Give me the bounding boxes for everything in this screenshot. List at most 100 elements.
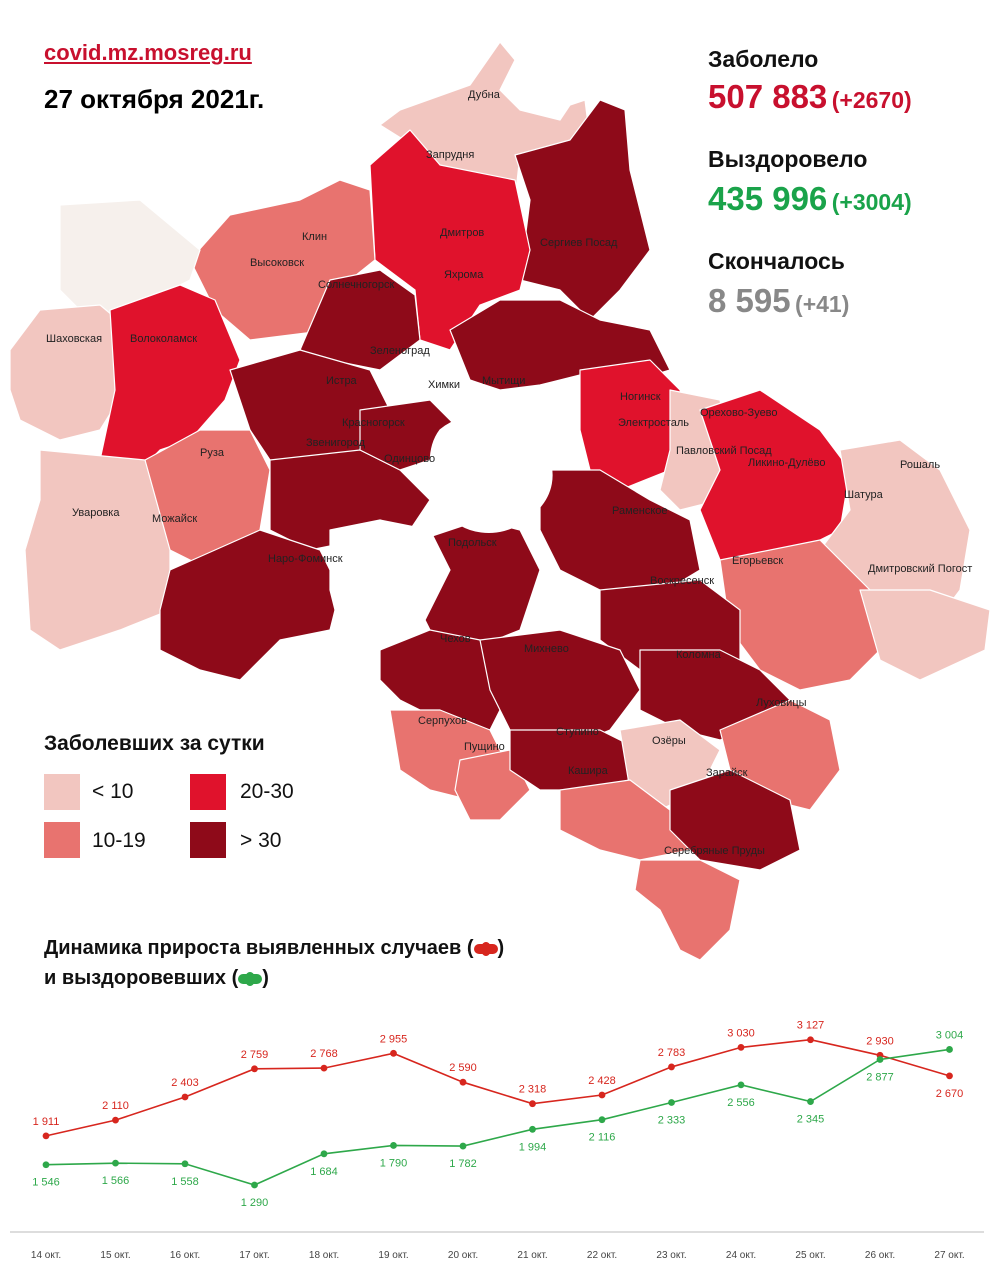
data-label: 2 345 <box>797 1114 825 1126</box>
data-label: 2 670 <box>936 1088 964 1100</box>
deaths-value: 8 595 <box>708 282 791 319</box>
place-label: Орехово-Зуево <box>700 407 778 419</box>
dynamics-title: Динамика прироста выявленных случаев () … <box>44 933 504 993</box>
data-point <box>42 1161 50 1169</box>
x-tick-label: 16 окт. <box>170 1250 200 1261</box>
data-point <box>668 1099 675 1106</box>
legend-swatch-20-30 <box>190 774 226 810</box>
place-label: Наро-Фоминск <box>268 553 343 565</box>
green-series-icon <box>238 971 263 986</box>
region-dmitrovsky-pogost <box>859 589 991 681</box>
data-point <box>668 1063 675 1071</box>
data-point <box>390 1049 397 1057</box>
recovered-series-line <box>45 1048 950 1186</box>
data-point <box>112 1159 119 1167</box>
deaths-label: Скончалось <box>708 248 845 274</box>
place-label: Ногинск <box>620 391 661 403</box>
infected-value: 507 883 <box>708 78 828 115</box>
place-label: Волоколамск <box>130 333 197 345</box>
place-label: Дмитровский Погост <box>868 563 972 575</box>
place-label: Шаховская <box>46 333 102 345</box>
data-label: 1 782 <box>449 1158 477 1170</box>
moscow-city <box>429 413 553 533</box>
legend-swatch-gt30 <box>190 822 226 858</box>
data-point <box>181 1093 189 1101</box>
data-point <box>946 1046 953 1053</box>
data-label: 2 877 <box>866 1071 894 1083</box>
x-tick-label: 22 окт. <box>587 1250 617 1261</box>
region-mozhaysk <box>24 449 171 651</box>
place-label: Сергиев Посад <box>540 237 618 249</box>
place-label: Высоковск <box>250 257 304 269</box>
place-label: Чехов <box>440 633 471 645</box>
x-tick-label: 14 окт. <box>31 1250 61 1261</box>
data-point <box>459 1142 467 1150</box>
place-label: Красногорск <box>342 417 405 429</box>
place-label: Запрудня <box>426 149 474 161</box>
place-label: Зарайск <box>706 767 748 779</box>
data-point <box>807 1036 814 1044</box>
place-label: Можайск <box>152 513 197 525</box>
recovered-stat: 435 996 (+3004) <box>708 180 912 218</box>
data-point <box>529 1100 536 1108</box>
data-label: 2 318 <box>519 1084 547 1096</box>
place-label: Звенигород <box>306 437 366 449</box>
x-tick-label: 26 окт. <box>865 1250 895 1261</box>
data-label: 1 566 <box>102 1175 130 1187</box>
legend-label: 20-30 <box>240 780 294 803</box>
data-label: 1 558 <box>171 1176 199 1188</box>
x-tick-label: 19 окт. <box>378 1250 408 1261</box>
data-point <box>946 1072 953 1080</box>
data-point <box>42 1132 50 1140</box>
place-label: Подольск <box>448 537 497 549</box>
data-label: 2 556 <box>727 1097 755 1109</box>
data-label: 1 994 <box>519 1141 547 1153</box>
legend-label: < 10 <box>92 780 134 803</box>
place-label: Дубна <box>468 89 501 101</box>
place-label: Михнево <box>524 643 569 655</box>
place-label: Ступино <box>556 726 599 738</box>
source-link[interactable]: covid.mz.mosreg.ru <box>44 40 252 65</box>
place-label: Раменское <box>612 505 668 517</box>
dynamics-title-line2: и выздоровевших ( <box>44 967 239 989</box>
cases-series-line <box>45 1038 950 1137</box>
data-label: 2 590 <box>449 1062 477 1074</box>
data-label: 1 911 <box>33 1116 60 1128</box>
data-point <box>181 1160 189 1168</box>
x-tick-label: 24 окт. <box>726 1250 756 1261</box>
data-point <box>251 1181 258 1189</box>
data-label: 1 546 <box>32 1177 60 1189</box>
dynamics-line-chart: 14 окт. 15 окт. 16 окт. 17 окт. 18 окт. 19 ок… <box>10 1020 984 1261</box>
data-label: 2 110 <box>102 1100 129 1112</box>
dynamics-title-line1: Динамика прироста выявленных случаев ( <box>44 937 474 959</box>
region-kashira <box>559 779 691 861</box>
data-label: 1 290 <box>241 1197 269 1209</box>
region-map: Дмитров Яхрома Клин Высоковск Солнечного… <box>9 41 991 960</box>
data-point <box>320 1150 328 1158</box>
recovered-label: Выздоровело <box>708 146 868 172</box>
place-label: Клин <box>302 231 327 243</box>
place-label: Истра <box>326 375 358 387</box>
data-point <box>737 1081 745 1089</box>
data-point <box>320 1064 328 1072</box>
data-label: 2 759 <box>241 1049 269 1061</box>
data-label: 3 030 <box>727 1027 755 1039</box>
infected-delta: (+2670) <box>831 87 912 113</box>
data-label: 2 768 <box>310 1048 338 1060</box>
legend-label: 10-19 <box>92 829 146 852</box>
place-label: Павловский Посад <box>676 445 772 457</box>
data-point <box>737 1043 745 1051</box>
place-label: Коломна <box>676 649 722 661</box>
x-tick-label: 18 окт. <box>309 1250 339 1261</box>
data-label: 2 783 <box>658 1047 686 1059</box>
data-label: 3 004 <box>936 1029 964 1041</box>
place-label: Кашира <box>568 765 609 777</box>
x-tick-label: 25 окт. <box>795 1250 825 1261</box>
data-point <box>390 1142 397 1149</box>
data-point <box>807 1098 814 1105</box>
place-label: Серпухов <box>418 715 467 727</box>
x-tick-label: 20 окт. <box>448 1250 478 1261</box>
place-label: Уваровка <box>72 507 120 519</box>
x-tick-label: 23 окт. <box>656 1250 686 1261</box>
data-point <box>876 1056 884 1063</box>
